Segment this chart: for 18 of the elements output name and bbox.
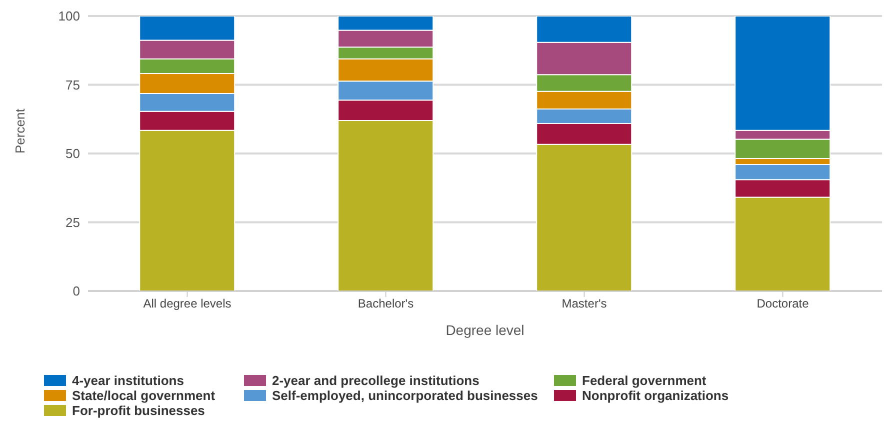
x-tick-label: Doctorate bbox=[756, 296, 810, 311]
legend-label: 2-year and precollege institutions bbox=[272, 373, 480, 388]
legend-label: For-profit businesses bbox=[72, 403, 205, 418]
y-tick-label: 75 bbox=[66, 77, 80, 92]
x-tick-label: Bachelor's bbox=[358, 296, 414, 311]
x-tick-label: All degree levels bbox=[143, 296, 232, 311]
y-tick-label: 0 bbox=[72, 284, 80, 299]
legend-label: 4-year institutions bbox=[72, 373, 184, 388]
legend-label: Federal government bbox=[582, 373, 706, 388]
x-axis-title: Degree level bbox=[446, 322, 524, 338]
y-tick-label: 25 bbox=[66, 214, 80, 230]
legend-label: Self-employed, unincorporated businesses bbox=[272, 388, 538, 403]
legend-label: Nonprofit organizations bbox=[582, 388, 729, 403]
y-tick-label: 100 bbox=[58, 8, 80, 24]
x-tick-label: Master's bbox=[562, 296, 607, 311]
legend-label: State/local government bbox=[72, 388, 216, 403]
y-tick-label: 50 bbox=[66, 146, 80, 162]
y-axis-title: Percent bbox=[12, 108, 28, 154]
